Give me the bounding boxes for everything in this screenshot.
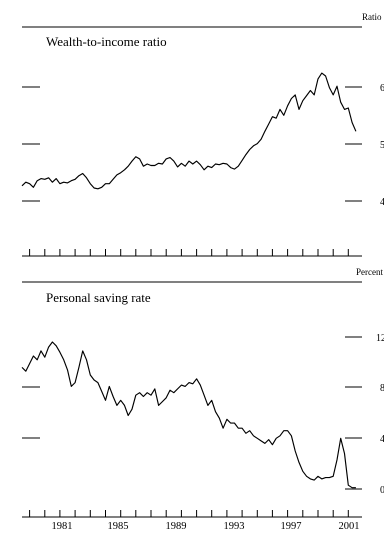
panel1-x-axis bbox=[22, 249, 362, 257]
panel2-xtick-labels: 1981 1985 1989 1993 1997 2001 bbox=[52, 521, 360, 532]
xtick-label-1981: 1981 bbox=[52, 521, 73, 532]
panel2-unit-label: Percent bbox=[356, 267, 383, 277]
panel2-x-axis bbox=[22, 510, 362, 518]
panel1-unit-label: Ratio bbox=[362, 12, 382, 22]
panel1-title: Wealth-to-income ratio bbox=[46, 34, 167, 49]
panel2-ytick-label-8: 8 bbox=[380, 383, 384, 394]
panel1-ytick-label-high: 6 bbox=[380, 83, 384, 94]
panel-personal-saving-rate: Percent Personal saving rate 12 8 4 0 19… bbox=[21, 267, 384, 532]
panel2-title: Personal saving rate bbox=[46, 290, 151, 305]
panel1-ytick-label-mid: 5 bbox=[380, 140, 384, 151]
xtick-label-2001: 2001 bbox=[339, 521, 360, 532]
personal-saving-rate-line bbox=[21, 341, 356, 489]
panel2-ytick-label-12: 12 bbox=[376, 333, 384, 344]
panel1-ytick-label-low: 4 bbox=[380, 197, 384, 208]
panel-wealth-to-income: Ratio Wealth-to-income ratio 6 5 4 bbox=[21, 12, 384, 257]
panel2-ytick-label-0: 0 bbox=[380, 485, 384, 496]
xtick-label-1989: 1989 bbox=[166, 521, 187, 532]
wealth-to-income-line bbox=[21, 72, 357, 190]
xtick-label-1985: 1985 bbox=[108, 521, 129, 532]
panel2-ytick-label-4: 4 bbox=[380, 434, 384, 445]
xtick-label-1993: 1993 bbox=[224, 521, 245, 532]
xtick-label-1997: 1997 bbox=[281, 521, 302, 532]
